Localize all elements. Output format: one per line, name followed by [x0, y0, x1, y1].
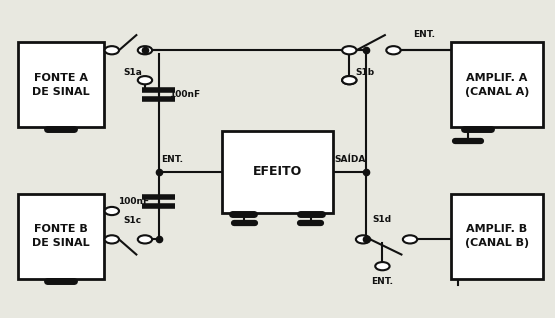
Text: S1a: S1a: [123, 68, 142, 77]
Bar: [451, 42, 543, 128]
Text: ENT.: ENT.: [162, 155, 184, 164]
Text: AMPLIF. B
(CANAL B): AMPLIF. B (CANAL B): [465, 224, 529, 248]
Bar: [451, 194, 543, 279]
Circle shape: [138, 46, 152, 54]
Text: 100nF: 100nF: [118, 197, 149, 206]
Circle shape: [375, 262, 390, 270]
Circle shape: [356, 235, 370, 244]
Bar: [18, 194, 104, 279]
Bar: [223, 131, 332, 213]
Circle shape: [105, 235, 119, 244]
Circle shape: [342, 76, 356, 84]
Text: S1b: S1b: [355, 68, 374, 77]
Text: 100nF: 100nF: [169, 90, 200, 99]
Circle shape: [386, 46, 401, 54]
Circle shape: [138, 76, 152, 84]
Circle shape: [138, 235, 152, 244]
Circle shape: [105, 207, 119, 215]
Text: SAÍDA: SAÍDA: [334, 155, 366, 164]
Text: S1c: S1c: [124, 216, 142, 225]
Text: ENT.: ENT.: [413, 30, 435, 39]
Circle shape: [342, 76, 356, 84]
Text: AMPLIF. A
(CANAL A): AMPLIF. A (CANAL A): [465, 73, 529, 97]
Text: FONTE B
DE SINAL: FONTE B DE SINAL: [32, 224, 89, 248]
Text: S1d: S1d: [373, 215, 392, 224]
Circle shape: [105, 46, 119, 54]
Circle shape: [403, 235, 417, 244]
Bar: [18, 42, 104, 128]
Circle shape: [342, 46, 356, 54]
Text: ENT.: ENT.: [371, 277, 393, 286]
Text: EFEITO: EFEITO: [253, 165, 302, 178]
Text: FONTE A
DE SINAL: FONTE A DE SINAL: [32, 73, 89, 97]
